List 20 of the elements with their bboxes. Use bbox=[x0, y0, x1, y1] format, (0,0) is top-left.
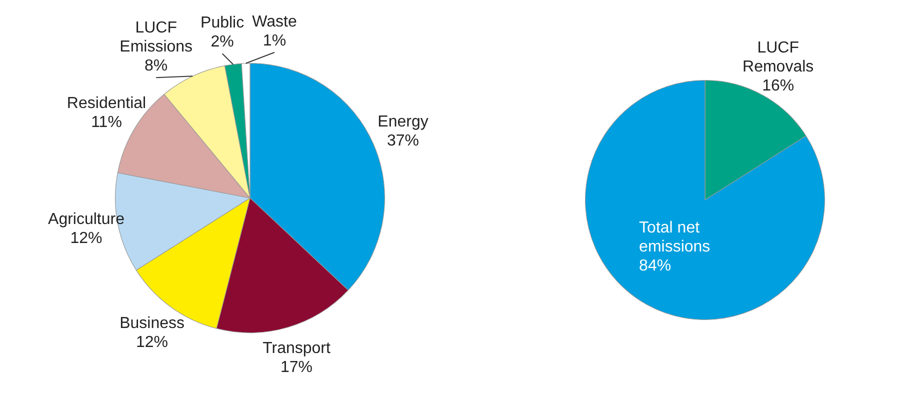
data-label: 17% bbox=[280, 358, 313, 376]
data-label: 11% bbox=[91, 114, 122, 132]
data-label: 12% bbox=[136, 334, 168, 351]
data-label: 1% bbox=[262, 32, 286, 50]
data-label: 2% bbox=[210, 34, 234, 51]
slice-label: LUCF Removals bbox=[742, 39, 814, 76]
slice-label: Energy bbox=[378, 114, 428, 131]
slice-label: Agriculture bbox=[48, 211, 125, 228]
data-label: 8% bbox=[144, 58, 168, 75]
slice-label: Transport bbox=[262, 340, 331, 357]
slice-label: Total net emissions bbox=[639, 220, 710, 256]
slice-label: Business bbox=[120, 314, 184, 332]
data-label: 16% bbox=[762, 77, 794, 94]
data-label: 84% bbox=[639, 258, 672, 275]
slice-label: Public bbox=[200, 14, 244, 32]
slice-label: Waste bbox=[252, 13, 297, 30]
data-label: 12% bbox=[70, 230, 102, 248]
data-label: 37% bbox=[386, 132, 420, 150]
slice-label: LUCF Emissions bbox=[120, 20, 193, 56]
slice-label: Residential bbox=[66, 95, 146, 112]
